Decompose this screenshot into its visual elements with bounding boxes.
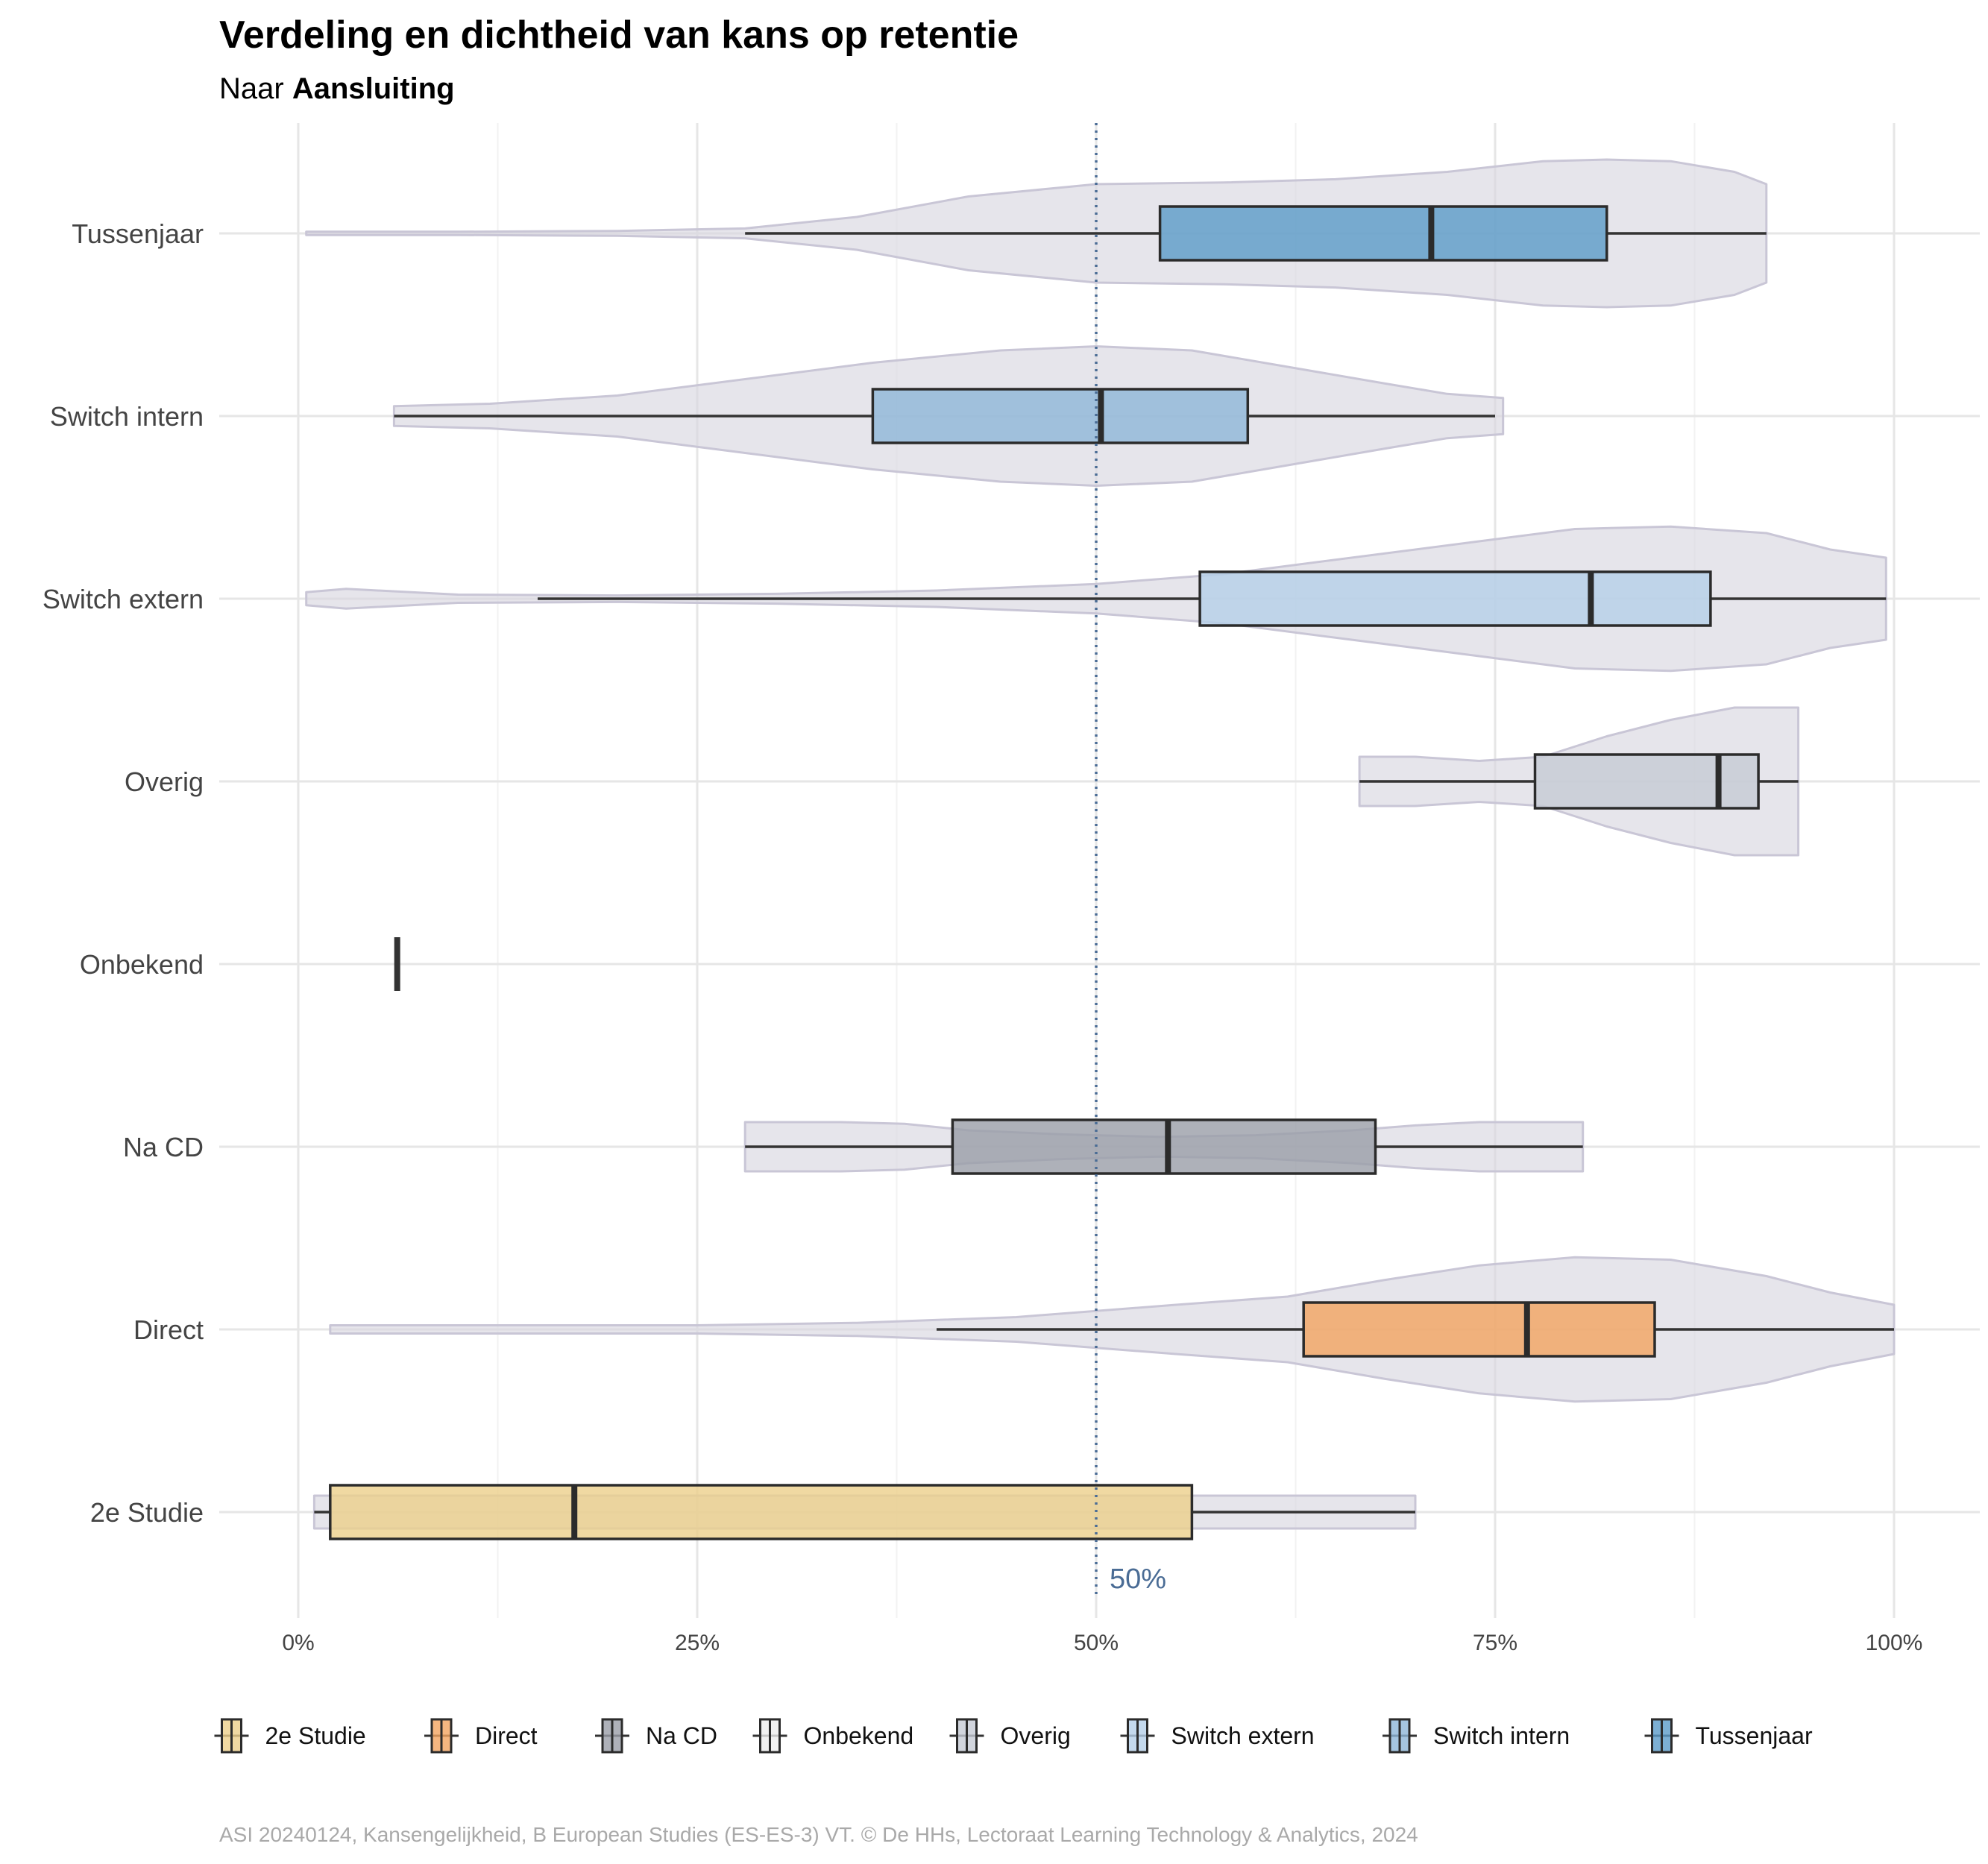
reference-line-label: 50% [1110, 1564, 1166, 1595]
legend-label: Switch intern [1433, 1722, 1570, 1749]
boxplot-overig [1359, 753, 1799, 810]
y-tick-label: Overig [125, 766, 204, 797]
legend-label: Tussenjaar [1696, 1722, 1813, 1749]
boxplot-na-cd [745, 1118, 1583, 1175]
boxplot-switch-intern [394, 388, 1495, 444]
x-tick-label: 50% [1074, 1631, 1119, 1655]
x-tick-label: 0% [282, 1631, 314, 1655]
legend-item: Onbekend [752, 1718, 914, 1754]
legend-label: Na CD [646, 1722, 717, 1749]
chart-caption: ASI 20240124, Kansengelijkheid, B Europe… [219, 1823, 1418, 1846]
legend-item: Switch extern [1120, 1718, 1315, 1754]
x-tick-label: 25% [675, 1631, 720, 1655]
boxplots [314, 205, 1894, 1540]
box-iqr [1198, 570, 1712, 627]
legend-label: Overig [1001, 1722, 1071, 1749]
legend-label: Onbekend [804, 1722, 914, 1749]
boxplot-switch-extern [538, 570, 1887, 627]
legend: 2e Studie Direct Na CD Onbekend Overig Switch… [214, 1718, 1813, 1754]
boxplot-tussenjaar [745, 205, 1767, 262]
legend-item: Tussenjaar [1644, 1718, 1813, 1754]
legend-label: Switch extern [1171, 1722, 1315, 1749]
legend-item: 2e Studie [214, 1718, 366, 1754]
box-iqr [871, 388, 1250, 444]
chart-title: Verdeling en dichtheid van kans op reten… [219, 13, 1019, 57]
y-tick-label: 2e Studie [90, 1497, 204, 1528]
x-axis-labels: 0% 25% 50% 75% 100% [282, 1631, 1922, 1655]
box-iqr [329, 1484, 1194, 1540]
reference-line-group: 50% [1095, 123, 1166, 1596]
legend-item: Direct [424, 1718, 538, 1754]
legend-label: Direct [475, 1722, 538, 1749]
box-iqr [1158, 205, 1608, 262]
chart-subtitle-prefix: Naar [219, 72, 292, 105]
boxplot-direct [937, 1301, 1894, 1358]
y-tick-label: Onbekend [80, 949, 204, 980]
chart-subtitle: Naar Aansluiting [219, 72, 455, 105]
legend-item: Overig [949, 1718, 1071, 1754]
legend-item: Switch intern [1383, 1718, 1570, 1754]
y-tick-label: Tussenjaar [72, 218, 204, 249]
y-tick-label: Direct [133, 1314, 204, 1345]
chart-subtitle-bold: Aansluiting [292, 72, 455, 105]
y-tick-label: Na CD [123, 1132, 204, 1162]
x-tick-label: 75% [1473, 1631, 1517, 1655]
legend-label: 2e Studie [265, 1722, 366, 1749]
y-tick-label: Switch intern [50, 401, 204, 432]
x-tick-label: 100% [1866, 1631, 1923, 1655]
y-tick-label: Switch extern [43, 584, 204, 614]
legend-item: Na CD [595, 1718, 717, 1754]
box-iqr [951, 1118, 1377, 1175]
boxplot-2e-studie [314, 1484, 1415, 1540]
box-iqr [1302, 1301, 1656, 1358]
box-iqr [1533, 753, 1760, 810]
y-axis-labels: Tussenjaar Switch intern Switch extern Over… [43, 218, 204, 1528]
